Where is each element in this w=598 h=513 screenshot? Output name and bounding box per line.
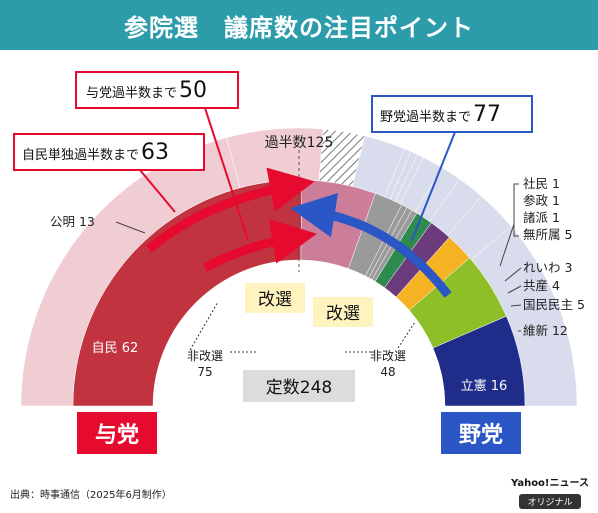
label-ishin: 維新 12 [523,323,568,338]
callout-opposition-text: 野党過半数まで [380,110,471,125]
svg-text:与党過半数まで50: 与党過半数まで50 [86,78,207,103]
callout-ruling: 与党過半数まで50 [75,71,249,241]
brand-logo: Yahoo!ニュース オリジナル [510,477,590,509]
label-komeito: 公明 13 [50,214,95,229]
seat-chart: 過半数125 与党過半数まで50 自民単独過半数まで63 野党過半数まで77 改… [13,71,585,454]
page-title: 参院選 議席数の注目ポイント [0,0,598,50]
svg-text:野党過半数まで77: 野党過半数まで77 [380,102,501,127]
ldp-majority-arrow [202,219,317,272]
label-kyosan: 共産 4 [523,278,560,293]
callout-ldp-number: 63 [141,140,169,165]
opposition-bloc-badge [441,412,521,454]
majority-label: 過半数125 [265,135,334,151]
brand-tag: オリジナル [519,494,581,509]
label-kokumin: 国民民主 5 [523,297,585,312]
callout-ruling-number: 50 [179,78,207,103]
label-independent: 無所属 5 [523,227,572,242]
ruling-bloc-badge [77,412,157,454]
ruling-bloc-label: 与党 [95,423,139,448]
label-cdp: 立憲 16 [461,378,508,394]
label-shoha: 諸派 1 [523,210,560,225]
total-seats-label: 定数248 [266,378,332,398]
non-up-right-title: 非改選 [370,349,406,363]
non-up-right-value: 48 [380,365,395,379]
callout-opposition: 野党過半数まで77 [371,95,533,241]
label-ldp: 自民 62 [92,341,139,356]
non-up-left-value: 75 [197,365,212,379]
party-legend: 社民 1 参政 1 諸派 1 無所属 5 れいわ 3 共産 4 国民民主 5 維… [523,176,585,338]
ruling-majority-arrow [146,167,315,253]
opposition-bloc-label: 野党 [459,423,503,448]
callout-ldp: 自民単独過半数まで63 [13,133,205,213]
label-reiwa: れいわ 3 [523,260,572,275]
total-seats-box [243,370,355,402]
non-up-left-title: 非改選 [187,349,223,363]
up-label-right: 改選 [326,304,360,324]
opposition-majority-arrow [290,192,452,298]
callout-ruling-text: 与党過半数まで [86,86,177,101]
brand-name: Yahoo!ニュース [511,478,589,489]
up-label-left: 改選 [258,290,292,310]
callout-ldp-text: 自民単独過半数まで [22,147,139,163]
non-up-seat-segment-立憲 [432,315,526,407]
source-note: 出典：時事通信（2025年6月制作） [10,490,172,501]
label-sansei: 参政 1 [523,193,560,208]
callout-opposition-number: 77 [473,102,501,127]
svg-text:自民単独過半数まで63: 自民単独過半数まで63 [22,140,169,165]
label-shamin: 社民 1 [523,176,560,191]
